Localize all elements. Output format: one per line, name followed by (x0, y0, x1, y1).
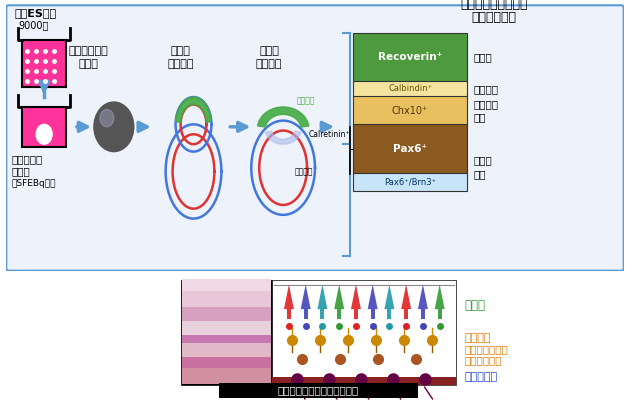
Text: の自己組織化: の自己組織化 (472, 11, 517, 24)
Bar (181, 368, 271, 384)
Bar (387, 309, 391, 319)
Text: Recoverin⁺: Recoverin⁺ (378, 53, 442, 62)
Bar (353, 81, 467, 97)
Text: 生体内の多層化した神経網膜: 生体内の多層化した神経網膜 (278, 385, 359, 395)
Bar (370, 309, 375, 319)
Text: 神経節細脹: 神経節細脹 (464, 372, 498, 382)
Text: 介在神経: 介在神経 (473, 99, 498, 109)
Text: Calbindin⁺: Calbindin⁺ (388, 84, 432, 93)
Bar (181, 307, 271, 321)
Circle shape (94, 102, 134, 152)
Text: 浮遅凝集塔: 浮遅凝集塔 (11, 154, 43, 164)
Text: 眼胞の: 眼胞の (171, 46, 190, 56)
Text: 細脹: 細脹 (473, 112, 486, 122)
Bar (287, 309, 291, 319)
Text: Chx10⁺: Chx10⁺ (392, 106, 428, 116)
Text: 多層化した神経網膜: 多層化した神経網膜 (461, 0, 528, 11)
Text: 神経節: 神経節 (473, 155, 492, 165)
Bar (181, 291, 271, 307)
Bar (354, 309, 358, 319)
Text: 色素上皮: 色素上皮 (295, 167, 314, 176)
Text: 眼杯の: 眼杯の (260, 46, 279, 56)
Polygon shape (318, 284, 328, 309)
Text: （SFEBq法）: （SFEBq法） (11, 179, 56, 188)
Bar (22, 107, 66, 147)
Circle shape (36, 124, 52, 144)
Bar (353, 173, 467, 191)
Bar (181, 335, 271, 343)
Bar (181, 280, 271, 291)
Bar (181, 356, 271, 368)
Text: 培養法: 培養法 (11, 166, 30, 177)
Bar (337, 309, 341, 319)
Text: アマクリン）: アマクリン） (464, 356, 502, 366)
Polygon shape (266, 131, 301, 144)
Polygon shape (176, 97, 211, 122)
Bar (353, 33, 467, 82)
Polygon shape (384, 284, 394, 309)
Bar (321, 309, 324, 319)
Circle shape (100, 109, 114, 127)
Text: 自己形成: 自己形成 (256, 59, 282, 69)
Polygon shape (301, 284, 311, 309)
Text: Pax6⁺: Pax6⁺ (393, 144, 427, 154)
Text: 神経網膜: 神経網膜 (297, 96, 316, 105)
Text: 自己形成: 自己形成 (168, 59, 194, 69)
Text: 9000個: 9000個 (18, 20, 49, 30)
Polygon shape (435, 284, 445, 309)
Polygon shape (368, 284, 377, 309)
Polygon shape (284, 284, 294, 309)
Bar (421, 309, 425, 319)
Bar (353, 124, 467, 174)
Text: の形成: の形成 (78, 59, 98, 69)
Polygon shape (401, 284, 411, 309)
Text: Calretinin⁺: Calretinin⁺ (308, 130, 350, 139)
Bar (272, 377, 456, 385)
Text: Pax6⁺/Brn3⁺: Pax6⁺/Brn3⁺ (384, 177, 436, 187)
Text: 間脳前駆組織: 間脳前駆組織 (68, 46, 108, 56)
Bar (438, 309, 442, 319)
Bar (181, 343, 271, 356)
Polygon shape (334, 284, 344, 309)
Text: 前駆細脹: 前駆細脹 (473, 84, 498, 94)
Bar (181, 321, 271, 335)
Text: 細脹: 細脹 (473, 169, 486, 179)
Bar (272, 280, 456, 385)
Polygon shape (351, 284, 361, 309)
Text: 視細脹: 視細脹 (473, 53, 492, 62)
Bar (181, 280, 272, 385)
Text: 介在神経: 介在神経 (464, 333, 491, 343)
Bar (219, 383, 418, 398)
Bar (404, 309, 408, 319)
Bar (304, 309, 307, 319)
Polygon shape (258, 107, 309, 127)
Text: （水平、双極、: （水平、双極、 (464, 345, 508, 355)
Polygon shape (418, 284, 428, 309)
Bar (22, 40, 66, 87)
FancyBboxPatch shape (6, 5, 624, 271)
Text: 視細脹: 視細脹 (464, 299, 485, 311)
Bar (353, 96, 467, 126)
Text: ヒトES細脹: ヒトES細脹 (14, 8, 57, 18)
